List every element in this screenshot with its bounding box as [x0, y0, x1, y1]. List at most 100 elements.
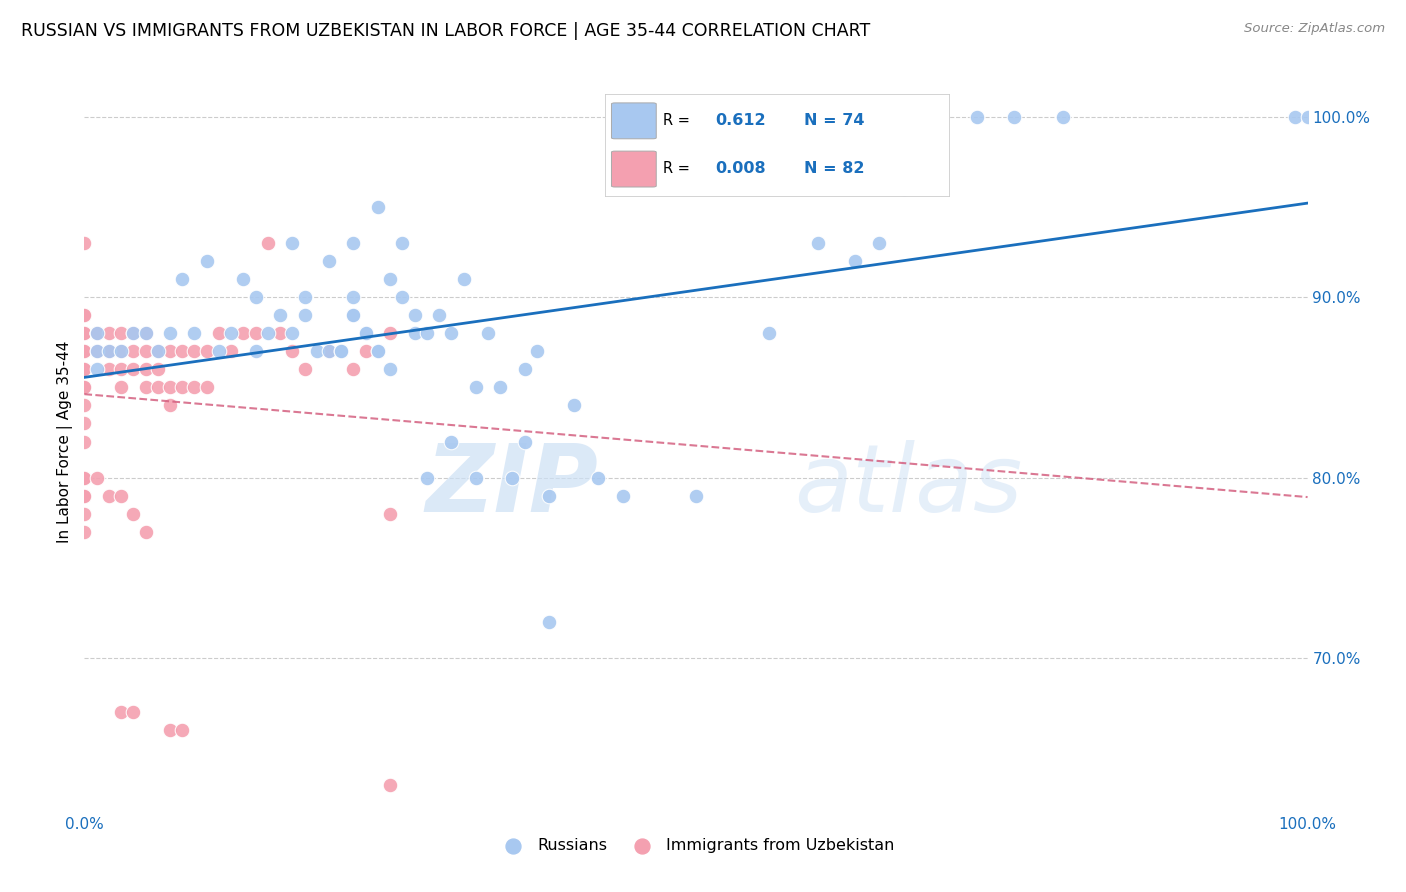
Point — [73, 380, 96, 394]
Point — [86, 470, 108, 484]
Point — [146, 344, 169, 359]
Point — [195, 344, 218, 359]
Point — [844, 254, 866, 268]
Point — [73, 489, 96, 503]
Point — [294, 308, 316, 322]
Point — [122, 706, 145, 720]
Point — [440, 326, 463, 341]
Point — [380, 326, 402, 341]
Point — [562, 399, 585, 413]
Point — [86, 326, 108, 341]
Point — [110, 344, 132, 359]
Point — [97, 489, 120, 503]
Point — [110, 362, 132, 376]
Text: 0.008: 0.008 — [714, 161, 765, 176]
Point — [122, 326, 145, 341]
Point — [464, 380, 486, 394]
Point — [86, 326, 108, 341]
Point — [195, 380, 218, 394]
Text: atlas: atlas — [794, 441, 1022, 532]
Point — [159, 326, 181, 341]
Point — [73, 417, 96, 431]
Point — [245, 344, 267, 359]
Text: R =: R = — [664, 112, 690, 128]
Point — [73, 308, 96, 322]
Point — [404, 308, 426, 322]
Text: N = 82: N = 82 — [804, 161, 865, 176]
Point — [73, 399, 96, 413]
Point — [1284, 110, 1306, 124]
Point — [893, 182, 915, 196]
Point — [269, 308, 291, 322]
Point — [86, 362, 108, 376]
Point — [208, 326, 231, 341]
Point — [97, 326, 120, 341]
Point — [380, 272, 402, 286]
Point — [513, 362, 536, 376]
Point — [219, 344, 242, 359]
Point — [502, 470, 524, 484]
Point — [269, 326, 291, 341]
Point — [232, 326, 254, 341]
Point — [97, 344, 120, 359]
Point — [73, 380, 96, 394]
Point — [318, 344, 340, 359]
Point — [73, 434, 96, 449]
Point — [758, 326, 780, 341]
Point — [159, 380, 181, 394]
Point — [172, 272, 194, 286]
Text: R =: R = — [664, 161, 690, 176]
Point — [73, 326, 96, 341]
Point — [195, 254, 218, 268]
Point — [73, 470, 96, 484]
Point — [135, 380, 157, 394]
Point — [110, 489, 132, 503]
Point — [73, 470, 96, 484]
Point — [404, 326, 426, 341]
Point — [110, 706, 132, 720]
Point — [97, 362, 120, 376]
Text: N = 74: N = 74 — [804, 112, 865, 128]
Point — [281, 235, 304, 250]
Point — [122, 326, 145, 341]
Point — [477, 326, 499, 341]
Point — [73, 362, 96, 376]
Point — [73, 489, 96, 503]
Point — [1296, 110, 1319, 124]
Point — [586, 470, 609, 484]
FancyBboxPatch shape — [612, 103, 657, 139]
Point — [183, 380, 205, 394]
Point — [294, 362, 316, 376]
Point — [86, 326, 108, 341]
Point — [342, 362, 364, 376]
Point — [526, 344, 548, 359]
Point — [1002, 110, 1025, 124]
Point — [342, 308, 364, 322]
Text: ZIP: ZIP — [425, 440, 598, 532]
Point — [538, 489, 561, 503]
Point — [318, 254, 340, 268]
Point — [86, 326, 108, 341]
Point — [73, 362, 96, 376]
Point — [342, 235, 364, 250]
Point — [416, 326, 439, 341]
Point — [869, 235, 891, 250]
Point — [73, 344, 96, 359]
Point — [135, 344, 157, 359]
Point — [73, 524, 96, 539]
Point — [367, 344, 389, 359]
Point — [513, 434, 536, 449]
Point — [232, 272, 254, 286]
Point — [966, 110, 988, 124]
Point — [135, 524, 157, 539]
Point — [135, 326, 157, 341]
Point — [416, 470, 439, 484]
Point — [183, 326, 205, 341]
Point — [367, 200, 389, 214]
Point — [172, 344, 194, 359]
Point — [685, 489, 707, 503]
Point — [97, 344, 120, 359]
FancyBboxPatch shape — [612, 151, 657, 187]
Point — [380, 507, 402, 521]
Point — [489, 380, 512, 394]
